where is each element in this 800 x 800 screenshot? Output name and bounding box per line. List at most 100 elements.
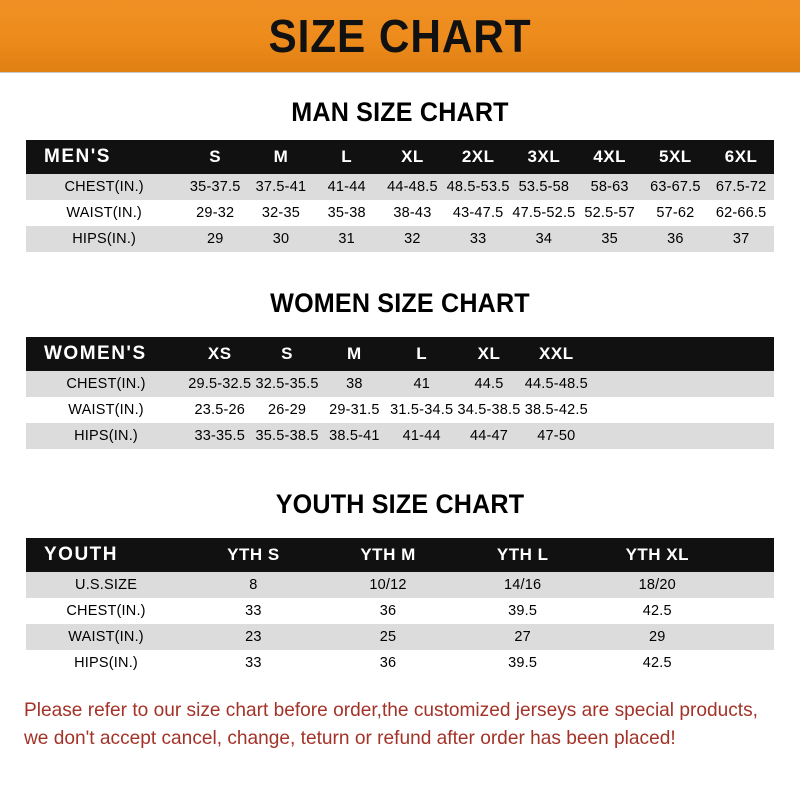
youth-row-filler (725, 624, 774, 650)
footer-line-2: we don't accept cancel, change, teturn o… (24, 727, 676, 750)
man-table-header-row: MEN'S S M L XL 2XL 3XL 4XL 5XL 6XL (26, 140, 774, 174)
women-cell: 23.5-26 (194, 402, 246, 418)
women-cell: 29-31.5 (329, 402, 380, 418)
man-size-table: MEN'S S M L XL 2XL 3XL 4XL 5XL 6XL CHEST(IN.) 35-37… (26, 140, 774, 252)
youth-row-filler (725, 572, 774, 598)
youth-row-filler (725, 650, 774, 676)
women-cell: 33-35.5 (194, 428, 246, 444)
women-cell: 32.5-35.5 (255, 376, 319, 392)
man-column-header: 6XL (724, 147, 758, 166)
man-section-title: MAN SIZE CHART (291, 97, 509, 127)
youth-row-label: WAIST(IN.) (68, 629, 144, 645)
man-cell: 33 (469, 231, 487, 247)
women-row-filler (590, 371, 774, 397)
women-cell: 44.5 (474, 376, 504, 392)
man-cell: 67.5-72 (715, 179, 767, 195)
youth-row-label: HIPS(IN.) (74, 655, 138, 671)
man-corner-label: MEN'S (44, 146, 111, 167)
women-row-label: WAIST(IN.) (68, 402, 144, 418)
women-cell: 44.5-48.5 (524, 376, 588, 392)
youth-cell: 10/12 (369, 577, 407, 593)
youth-column-header: YTH XL (625, 545, 690, 564)
women-cell: 41-44 (402, 428, 441, 444)
man-cell: 57-62 (656, 205, 695, 221)
women-column-header: L (416, 344, 428, 363)
women-row-label: HIPS(IN.) (74, 428, 138, 444)
women-corner-label: WOMEN'S (44, 343, 147, 364)
women-cell: 38.5-42.5 (524, 402, 588, 418)
man-cell: 62-66.5 (715, 205, 767, 221)
youth-row-label: CHEST(IN.) (66, 603, 146, 619)
youth-header-filler (725, 538, 774, 572)
table-row: CHEST(IN.) 33 36 39.5 42.5 (26, 598, 774, 624)
footer-line-1: Please refer to our size chart before or… (24, 699, 758, 721)
youth-cell: 36 (379, 655, 397, 671)
man-column-header: S (209, 147, 222, 166)
man-cell: 35-38 (327, 205, 366, 221)
youth-cell: 27 (514, 629, 531, 645)
man-cell: 36 (667, 231, 684, 247)
man-cell: 38-43 (393, 205, 432, 221)
youth-size-chart: YOUTH YTH S YTH M YTH L YTH XL U.S.SIZE 8 10/12… (26, 538, 774, 676)
youth-cell: 29 (649, 629, 666, 645)
youth-corner-label: YOUTH (44, 544, 118, 565)
women-cell: 26-29 (268, 402, 307, 418)
page-banner: SIZE CHART (0, 0, 800, 73)
table-row: HIPS(IN.) 33 36 39.5 42.5 (26, 650, 774, 676)
youth-column-header: YTH S (227, 545, 280, 564)
man-cell: 47.5-52.5 (512, 205, 576, 221)
man-column-header: 4XL (593, 147, 626, 166)
youth-cell: 39.5 (508, 655, 538, 671)
youth-cell: 42.5 (642, 655, 672, 671)
youth-cell: 8 (249, 577, 258, 593)
man-cell: 53.5-58 (518, 179, 570, 195)
table-row: WAIST(IN.) 23.5-26 26-29 29-31.5 31.5-34.5 34… (26, 397, 774, 423)
youth-row-filler (725, 598, 774, 624)
women-cell: 29.5-32.5 (188, 376, 252, 392)
man-cell: 35-37.5 (189, 179, 241, 195)
man-cell: 32 (404, 231, 421, 247)
youth-row-label: U.S.SIZE (75, 577, 138, 593)
youth-cell: 23 (245, 629, 262, 645)
women-cell: 38.5-41 (329, 428, 380, 444)
women-column-header: XS (207, 344, 232, 363)
women-cell: 35.5-38.5 (255, 428, 319, 444)
youth-table-header-row: YOUTH YTH S YTH M YTH L YTH XL (26, 538, 774, 572)
women-cell: 34.5-38.5 (457, 402, 521, 418)
women-row-label: CHEST(IN.) (66, 376, 146, 392)
table-row: U.S.SIZE 8 10/12 14/16 18/20 (26, 572, 774, 598)
man-column-header: L (341, 147, 353, 166)
women-cell: 41 (413, 376, 430, 392)
youth-section-title: YOUTH SIZE CHART (275, 489, 525, 519)
women-section-title: WOMEN SIZE CHART (270, 288, 530, 318)
women-cell: 31.5-34.5 (390, 402, 454, 418)
man-cell: 34 (535, 231, 553, 247)
table-row: HIPS(IN.) 33-35.5 35.5-38.5 38.5-41 41-44 44-… (26, 423, 774, 449)
youth-cell: 33 (245, 603, 262, 619)
table-row: CHEST(IN.) 29.5-32.5 32.5-35.5 38 41 44.5 44.5… (26, 371, 774, 397)
youth-cell: 39.5 (508, 603, 538, 619)
youth-column-header: YTH L (496, 545, 549, 564)
man-row-label: HIPS(IN.) (72, 231, 137, 247)
man-cell: 37 (732, 231, 750, 247)
women-cell: 44-47 (469, 428, 509, 444)
women-header-filler (590, 337, 774, 371)
youth-column-header: YTH M (360, 545, 416, 564)
women-row-filler (590, 423, 774, 449)
youth-cell: 36 (379, 603, 397, 619)
man-column-header: 2XL (461, 147, 495, 166)
women-row-filler (590, 397, 774, 423)
women-column-header: XL (477, 344, 501, 363)
man-cell: 35 (601, 231, 618, 247)
table-row: WAIST(IN.) 29-32 32-35 35-38 38-43 43-47.5 47.… (26, 200, 774, 226)
table-row: CHEST(IN.) 35-37.5 37.5-41 41-44 44-48.5 48.5… (26, 174, 774, 200)
man-cell: 30 (272, 231, 290, 247)
man-row-label: CHEST(IN.) (64, 179, 144, 195)
page-title: SIZE CHART (268, 10, 532, 62)
man-cell: 29-32 (196, 205, 235, 221)
table-row: HIPS(IN.) 29 30 31 32 33 34 35 36 37 (26, 226, 774, 252)
man-cell: 52.5-57 (584, 205, 635, 221)
table-row: WAIST(IN.) 23 25 27 29 (26, 624, 774, 650)
footer-disclaimer: Please refer to our size chart before or… (24, 696, 761, 753)
man-cell: 63-67.5 (650, 179, 701, 195)
